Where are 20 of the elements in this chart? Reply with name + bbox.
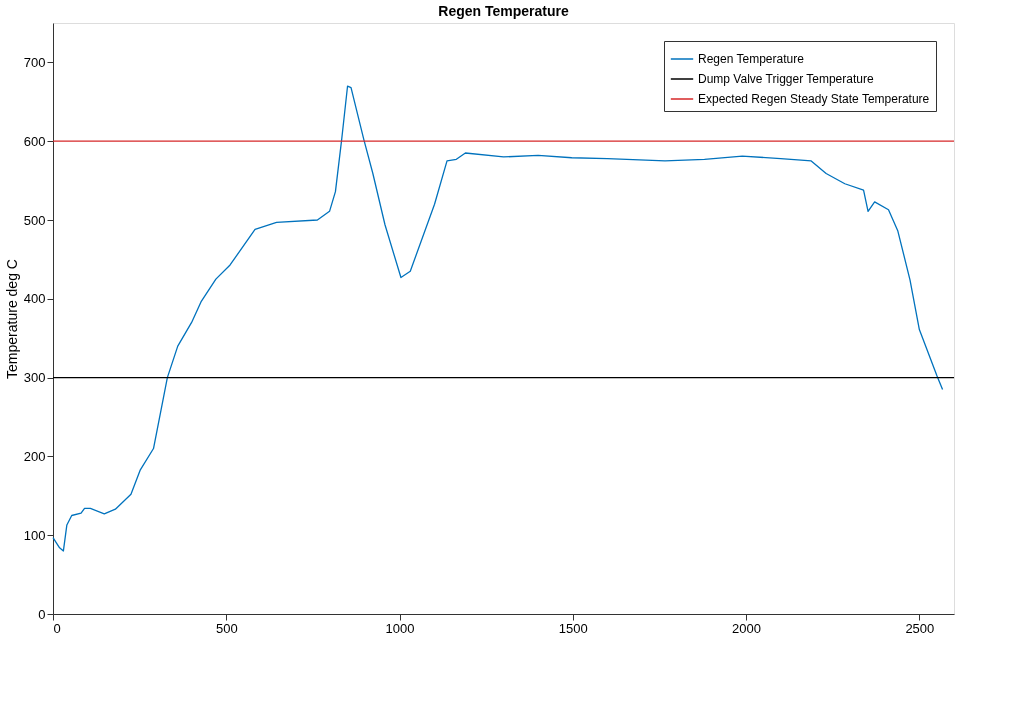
line-series — [52, 85, 944, 552]
y-tick-label: 400 — [23, 291, 46, 307]
x-tick-label: 2000 — [732, 620, 762, 636]
y-tick-label: 700 — [23, 54, 46, 70]
legend-label: Dump Valve Trigger Temperature — [698, 72, 874, 86]
y-tick-label: 0 — [38, 606, 46, 622]
chart-title: Regen Temperature — [438, 3, 569, 19]
y-tick-label: 100 — [23, 527, 46, 543]
y-axis-title: Temperature deg C — [3, 259, 20, 379]
x-tick-label: 500 — [215, 620, 238, 636]
y-tick-label: 600 — [23, 133, 46, 149]
x-tick-label: 2500 — [905, 620, 935, 636]
x-tick-label: 1500 — [558, 620, 588, 636]
x-tick-label: 0 — [53, 620, 61, 636]
y-tick-label: 300 — [23, 370, 46, 386]
y-tick-label: 500 — [23, 212, 46, 228]
legend-label: Regen Temperature — [698, 52, 805, 66]
y-tick-label: 200 — [23, 448, 46, 464]
x-tick-label: 1000 — [385, 620, 415, 636]
legend-label: Expected Regen Steady State Temperature — [698, 92, 930, 106]
